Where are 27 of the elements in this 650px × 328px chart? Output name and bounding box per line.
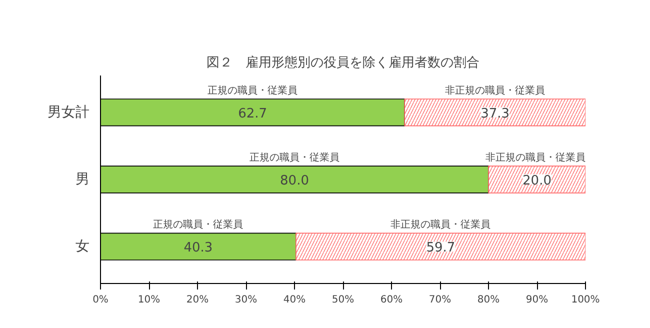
series-label: 正規の職員・従業員 [153,218,244,230]
data-label: 59.7 [426,240,456,256]
y-tick-label: 男 [76,172,90,188]
data-label: 20.0 [522,174,552,188]
text: 非正規の職員・従業員 [445,85,546,96]
data-label: 37.3 [480,106,510,122]
x-tick-label: 10% [138,294,160,306]
x-tick-label: 100% [571,294,600,306]
text: 正規の職員・従業員 [208,85,298,96]
x-tick-label: 80% [477,294,500,306]
series-label: 非正規の職員・従業員 [390,218,491,230]
data-label: 40.3 [184,240,213,256]
y-tick-label: 女 [76,238,90,255]
text: 非正規の職員・従業員 [486,152,586,164]
data-label: 62.7 [238,106,268,122]
text: 正規の職員・従業員 [250,152,340,164]
y-tick-label: 男女計 [48,104,90,120]
x-tick-label: 90% [526,294,548,306]
x-tick-label: 30% [234,294,258,306]
x-tick-label: 50% [332,294,354,306]
x-tick-label: 0% [92,294,108,306]
x-tick-label: 70% [428,294,452,306]
x-tick-label: 60% [380,294,403,306]
x-tick-label: 20% [186,294,209,306]
data-label: 80.0 [280,174,309,188]
x-tick-label: 40% [283,294,306,306]
chart-title: 図２ 雇用形態別の役員を除く雇用者数の割合 [206,54,480,70]
